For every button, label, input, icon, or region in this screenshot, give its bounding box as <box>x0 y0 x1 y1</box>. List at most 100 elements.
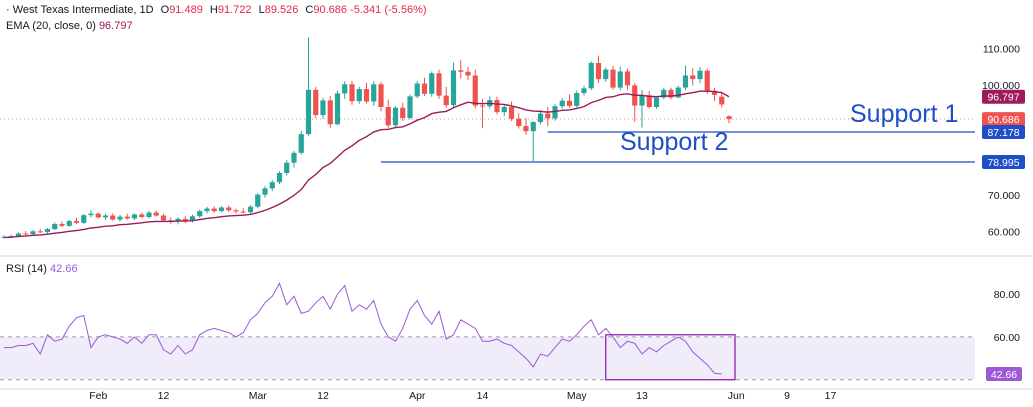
high-label: H <box>209 4 218 16</box>
candle-body <box>378 84 384 107</box>
candle-body <box>545 113 551 119</box>
candle-body <box>617 71 623 88</box>
candle-body <box>682 75 689 88</box>
candle-body <box>66 221 72 226</box>
time-tick-label: 12 <box>158 390 170 402</box>
rsi-value: 42.66 <box>50 263 78 275</box>
symbol-title: · West Texas Intermediate, 1D <box>6 4 154 16</box>
candle-body <box>516 118 522 127</box>
candle-body <box>385 107 391 126</box>
candle-body <box>639 95 645 106</box>
candle-body <box>653 97 660 107</box>
candle-body <box>30 231 36 235</box>
candle-body <box>624 71 631 86</box>
candle-body <box>298 134 304 153</box>
candle-body <box>458 70 464 72</box>
time-tick-label: 12 <box>317 390 329 402</box>
axis-labels-layer: 110.000 100.000 70.000 60.000 80.00 60.00 Feb 1… <box>89 43 1020 402</box>
price-tag-box <box>982 125 1025 140</box>
change-value: -5.341 (-5.56%) <box>350 4 427 16</box>
candle-body <box>530 122 536 132</box>
candle-body <box>588 63 594 89</box>
price-tick-label: 60.000 <box>988 227 1020 239</box>
candle-body <box>313 89 319 116</box>
candle-body <box>443 95 449 106</box>
candle-body <box>552 106 558 119</box>
candle-body <box>146 212 152 217</box>
candle-body <box>400 107 406 118</box>
candle-body <box>356 89 362 102</box>
candle-body <box>429 73 435 94</box>
candle-body <box>595 63 602 80</box>
candle-body <box>204 208 210 212</box>
time-tick-label: 17 <box>825 390 837 402</box>
candle-body <box>479 105 486 107</box>
candle-body <box>95 213 101 218</box>
rsi-band <box>0 336 975 381</box>
candle-body <box>371 84 377 102</box>
close-label: C <box>305 4 314 16</box>
candle-body <box>131 214 138 219</box>
price-tag-text: 87.178 <box>987 127 1019 139</box>
candle-body <box>494 100 500 113</box>
candle-body <box>501 107 507 113</box>
time-tick-label: 14 <box>477 390 489 402</box>
candle-body <box>523 126 529 132</box>
candle-body <box>465 71 471 76</box>
candle-body <box>450 70 457 106</box>
candle-body <box>255 194 261 207</box>
rsi-line-layer <box>4 282 736 381</box>
price-tick-label: 110.000 <box>983 43 1020 55</box>
rsi-highlight-box <box>605 334 736 381</box>
support-lines-layer: Support 1 Support 2 <box>381 100 975 163</box>
candle-body <box>88 213 94 216</box>
candle-body <box>102 215 109 218</box>
candle-body <box>668 89 674 98</box>
rsi-line <box>4 282 722 375</box>
candle-body <box>211 208 217 212</box>
candle-body <box>15 233 22 237</box>
rsi-band-fill <box>0 336 975 380</box>
candle-body <box>472 75 478 106</box>
time-tick-label: 13 <box>636 390 648 402</box>
candle-body <box>226 207 232 211</box>
candle-body <box>197 211 203 217</box>
candle-body <box>363 89 370 102</box>
high-value: 91.722 <box>217 4 252 16</box>
candle-body <box>52 223 58 230</box>
candle-body <box>218 207 225 212</box>
time-tick-label: 9 <box>784 390 790 402</box>
candle-body <box>73 221 80 223</box>
candle-body <box>559 100 565 107</box>
rsi-tick-label: 80.00 <box>994 289 1020 301</box>
rsi-tick-label: 60.00 <box>994 332 1020 344</box>
time-tick-label: Feb <box>89 390 107 402</box>
price-tag-box <box>982 112 1025 127</box>
low-label: L <box>258 4 265 16</box>
time-tick-label: May <box>567 390 588 402</box>
open-value: 91.489 <box>169 4 203 16</box>
candle-body <box>711 90 718 95</box>
candle-body <box>661 89 667 98</box>
candle-body <box>233 210 239 212</box>
price-tick-label: 70.000 <box>988 190 1020 202</box>
low-value: 89.526 <box>264 4 299 16</box>
price-tag-box <box>982 89 1025 104</box>
time-tick-label: Mar <box>249 390 268 402</box>
candle-body <box>327 100 333 125</box>
candle-body <box>284 162 290 173</box>
candle-body <box>566 100 573 106</box>
candle-body <box>421 83 428 94</box>
candle-body <box>675 87 681 98</box>
time-tick-label: Apr <box>409 390 426 402</box>
candle-body <box>124 216 130 219</box>
ema-line <box>3 90 730 239</box>
candle-body <box>291 152 297 163</box>
price-tag-text: 78.995 <box>987 157 1019 169</box>
ema-label: EMA (20, close, 0) <box>6 20 96 32</box>
candle-body <box>581 88 587 94</box>
candle-body <box>537 113 544 123</box>
candle-body <box>414 83 420 97</box>
candle-body <box>269 182 275 189</box>
price-tag-text: 90.686 <box>987 114 1019 126</box>
